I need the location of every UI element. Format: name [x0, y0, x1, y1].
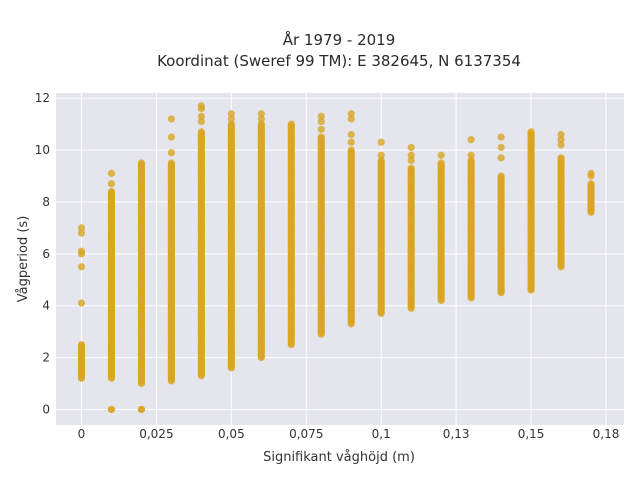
data-point-outlier — [167, 149, 175, 157]
data-point — [167, 159, 175, 167]
data-point-outlier — [557, 136, 565, 144]
data-point-outlier — [317, 117, 325, 126]
data-point-outlier — [407, 143, 415, 152]
data-point-outlier — [257, 115, 265, 123]
data-point — [257, 120, 265, 128]
y-tick-label: 12 — [35, 91, 50, 105]
data-point-outlier — [77, 263, 86, 271]
data-point-outlier — [437, 151, 445, 159]
data-point-outlier — [317, 112, 325, 120]
data-point — [497, 172, 505, 180]
data-point-outlier — [107, 405, 116, 414]
data-point-outlier — [137, 405, 146, 414]
y-tick-label: 4 — [42, 299, 50, 313]
data-point-outlier — [347, 138, 355, 146]
data-point — [377, 156, 385, 165]
data-point — [197, 128, 205, 136]
data-point-outlier — [77, 299, 86, 307]
data-point — [317, 133, 325, 141]
x-tick-label: 0,1 — [372, 427, 391, 441]
data-point — [437, 159, 445, 167]
data-point-outlier — [557, 130, 565, 139]
data-point-outlier — [377, 138, 385, 146]
data-point — [467, 156, 475, 165]
x-tick-labels: 0 0,025 0,05 0,075 0,1 0,13 0,15 0,18 — [78, 427, 620, 441]
data-point — [527, 128, 535, 136]
data-point — [287, 120, 295, 128]
y-tick-label: 6 — [42, 247, 50, 261]
data-point-outlier — [167, 115, 175, 123]
y-axis-title: Vågperiod (s) — [16, 216, 31, 303]
y-tick-label: 0 — [42, 402, 50, 416]
x-tick-label: 0,05 — [218, 427, 245, 441]
data-point-outlier — [407, 156, 415, 165]
data-point-outlier — [197, 112, 205, 120]
data-point-outlier — [167, 133, 175, 141]
data-point-outlier — [77, 247, 86, 255]
data-point — [107, 187, 116, 196]
data-point — [407, 164, 415, 172]
data-point-outlier — [77, 229, 86, 237]
data-point — [347, 146, 355, 154]
data-point-outlier — [497, 154, 505, 162]
x-tick-label: 0,15 — [518, 427, 545, 441]
data-point-outlier — [587, 169, 595, 178]
data-point-outlier — [317, 125, 325, 133]
data-point-outlier — [347, 110, 355, 118]
data-point-outlier — [407, 151, 415, 159]
data-point-outlier — [107, 169, 116, 178]
data-point-outlier — [197, 102, 205, 110]
y-tick-label: 8 — [42, 195, 50, 209]
x-axis-title: Signifikant våghöjd (m) — [263, 450, 415, 465]
y-tick-labels: 0 2 4 6 8 10 12 — [35, 91, 50, 416]
data-point-outlier — [497, 143, 505, 152]
y-tick-label: 10 — [35, 143, 50, 157]
data-point-outlier — [257, 110, 265, 118]
data-point-outlier — [347, 115, 355, 123]
data-point — [587, 180, 595, 188]
x-tick-label: 0,13 — [443, 427, 470, 441]
data-point-outlier — [197, 117, 205, 126]
data-point-outlier — [377, 151, 385, 159]
data-point — [77, 340, 86, 349]
x-tick-label: 0,075 — [289, 427, 323, 441]
data-point-outlier — [557, 141, 565, 149]
data-point-outlier — [77, 224, 86, 232]
data-point-outlier — [467, 136, 475, 144]
data-point — [557, 154, 565, 162]
y-tick-label: 2 — [42, 351, 50, 365]
chart-title-line-2: Koordinat (Sweref 99 TM): E 382645, N 61… — [157, 52, 521, 70]
data-point-outlier — [467, 151, 475, 159]
data-point — [137, 159, 146, 167]
data-points — [77, 102, 595, 414]
chart-title-line-1: År 1979 - 2019 — [283, 30, 396, 49]
data-point-outlier — [497, 133, 505, 141]
data-point-outlier — [107, 180, 116, 188]
data-point — [227, 120, 235, 128]
data-point-outlier — [227, 110, 235, 118]
data-point-outlier — [227, 115, 235, 123]
x-tick-label: 0 — [78, 427, 86, 441]
data-point-outlier — [347, 130, 355, 139]
x-tick-label: 0,025 — [139, 427, 173, 441]
x-tick-label: 0,18 — [593, 427, 620, 441]
